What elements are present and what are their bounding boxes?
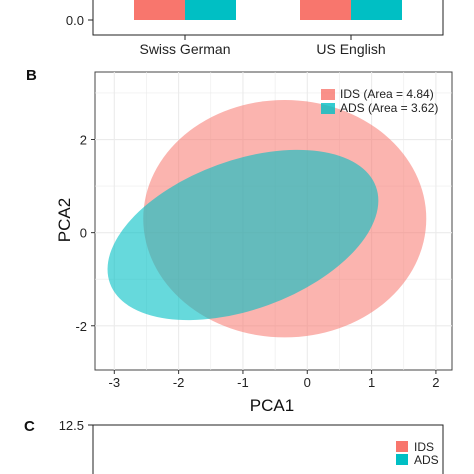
panel-b-x-tick-label: 1: [368, 375, 375, 390]
panel-b-x-axis-title: PCA1: [250, 396, 294, 415]
panel-b-y-axis-title: PCA2: [55, 198, 74, 242]
panel-a-bar-us-english-1: [300, 0, 351, 20]
panel-a-bar-swiss-german-2: [185, 0, 236, 20]
panel-c-legend-label-ads: ADS: [414, 453, 439, 467]
panel-b-x-tick-label: -3: [109, 375, 121, 390]
panel-b-y-ticks: -2 0 2: [75, 133, 95, 334]
panel-b-ellipses: [107, 99, 427, 338]
panel-b-legend-label-ids: IDS (Area = 4.84): [340, 87, 434, 101]
panel-b-letter: B: [26, 67, 37, 84]
panel-b-x-tick-label: -1: [237, 375, 249, 390]
panel-b-legend-label-ads: ADS (Area = 3.62): [340, 101, 438, 115]
panel-a-bar-us-english-2: [351, 0, 402, 20]
panel-b-x-ticks: -3 -2 -1 0 1 2: [109, 370, 440, 390]
panel-a: 0.0 Swiss German US English: [66, 0, 444, 57]
panel-a-category-us-english: US English: [316, 41, 385, 57]
panel-b-x-tick-label: -2: [173, 375, 185, 390]
panel-b: B -3 -2 -1 0 1 2 -2 0 2 PCA1 PCA2 IDS (Area = 4…: [26, 67, 453, 415]
panel-b-x-tick-label: 0: [304, 375, 311, 390]
panel-b-ellipse-ads: [107, 149, 379, 321]
panel-a-category-swiss-german: Swiss German: [139, 41, 230, 57]
panel-a-bars: [134, 0, 402, 20]
panel-b-legend-key-ids: [321, 89, 335, 100]
panel-b-legend: IDS (Area = 4.84) ADS (Area = 3.62): [321, 87, 438, 115]
panel-c-legend-key-ads: [396, 454, 408, 465]
panel-c-letter: C: [24, 418, 35, 435]
panel-c-legend-key-ids: [396, 441, 408, 452]
panel-b-legend-key-ads: [321, 103, 335, 114]
panel-c: C 12.5 IDS ADS: [24, 418, 444, 474]
panel-a-bar-swiss-german-1: [134, 0, 185, 20]
panel-c-legend-label-ids: IDS: [414, 440, 434, 454]
panel-c-plot-frame: [92, 424, 444, 474]
panel-a-y-tick: 0.0: [66, 13, 84, 28]
panel-b-y-tick-label: -2: [75, 319, 87, 334]
panel-c-legend: IDS ADS: [396, 440, 439, 467]
panel-c-y-tick: 12.5: [59, 418, 84, 433]
panel-b-x-tick-label: 2: [432, 375, 439, 390]
panel-b-y-tick-label: 2: [80, 133, 87, 148]
panel-b-y-tick-label: 0: [80, 226, 87, 241]
